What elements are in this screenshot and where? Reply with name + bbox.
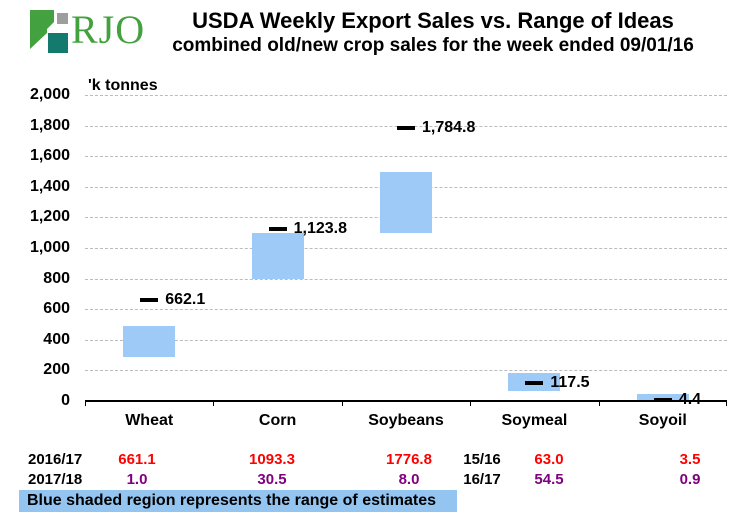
table-value-corn: 30.5 — [257, 471, 287, 488]
table-marketing-year-label: 15/16 — [463, 451, 501, 468]
value-label-soyoil: 4.4 — [679, 390, 701, 410]
y-axis-tick-label: 1,200 — [29, 208, 70, 226]
value-label-soymeal: 117.5 — [550, 374, 590, 391]
table-value-soybeans: 1776.8 — [386, 451, 432, 468]
range-bar-soybeans — [380, 171, 432, 233]
x-axis-line — [85, 400, 727, 402]
y-axis-tick-label: 0 — [61, 392, 70, 409]
category-label-soymeal: Soymeal — [501, 412, 568, 429]
range-bar-soyoil — [636, 394, 689, 401]
category-label-soybeans: Soybeans — [368, 412, 444, 429]
y-axis-tick-label: 2,000 — [29, 86, 70, 103]
actual-sales-marker-soybeans — [397, 125, 415, 130]
x-axis-tick — [341, 401, 343, 406]
table-value-soybeans: 8.0 — [398, 471, 420, 488]
gridline — [85, 309, 727, 311]
y-axis-tick-label: 800 — [43, 269, 70, 287]
rjo-logo-text: RJO — [71, 7, 146, 52]
y-axis-tick-label: 1,000 — [29, 239, 70, 256]
category-label-wheat: Wheat — [125, 412, 174, 429]
table-value-wheat: 661.1 — [118, 451, 156, 468]
table-marketing-year-label: 16/17 — [463, 471, 501, 488]
table-value-soymeal: 63.0 — [534, 451, 564, 468]
value-label-corn: 1,123.8 — [293, 220, 347, 238]
gridline — [85, 248, 727, 249]
rjo-logo-icon — [30, 10, 68, 53]
y-axis-tick-label: 1,600 — [29, 147, 70, 165]
range-bar-wheat — [123, 326, 176, 357]
y-axis-unit-label: 'k tonnes — [88, 77, 158, 94]
x-axis-tick — [470, 401, 472, 406]
x-axis-tick — [213, 401, 215, 406]
footnote-text: Blue shaded region represents the range … — [27, 492, 437, 509]
chart-title: USDA Weekly Export Sales vs. Range of Id… — [192, 8, 674, 33]
gridline — [85, 278, 727, 280]
y-axis-tick-label: 400 — [43, 330, 70, 348]
x-axis-tick — [598, 401, 600, 406]
actual-sales-marker-soymeal — [525, 381, 544, 385]
y-axis-tick-label: 200 — [43, 361, 70, 379]
footnote-highlighted: Blue shaded region represents the range … — [19, 490, 457, 512]
actual-sales-marker-wheat — [140, 297, 159, 302]
table-value-corn: 1093.3 — [249, 451, 295, 468]
value-label-wheat: 662.1 — [165, 290, 206, 308]
gridline — [85, 156, 727, 158]
table-value-soymeal: 54.5 — [534, 471, 564, 488]
value-label-soybeans: 1,784.8 — [422, 118, 476, 136]
chart-subtitle: combined old/new crop sales for the week… — [172, 35, 694, 56]
gridline — [85, 370, 727, 372]
x-axis-tick — [726, 401, 727, 406]
table-year-label: 2016/17 — [28, 451, 83, 468]
gridline — [85, 339, 727, 341]
category-label-soyoil: Soyoil — [638, 412, 687, 429]
x-axis-tick — [85, 401, 86, 406]
actual-sales-marker-corn — [268, 227, 287, 232]
y-axis-tick-label: 1,800 — [29, 116, 70, 134]
table-value-wheat: 1.0 — [126, 471, 148, 488]
gridline — [85, 95, 727, 96]
chart-header: USDA Weekly Export Sales vs. Range of Id… — [110, 8, 756, 58]
table-year-label: 2017/18 — [28, 471, 83, 488]
y-axis-tick-label: 1,400 — [29, 177, 70, 195]
y-axis-tick-label: 600 — [43, 300, 70, 318]
range-bar-corn — [251, 232, 304, 279]
table-value-soyoil: 3.5 — [679, 451, 701, 468]
category-label-corn: Corn — [258, 412, 297, 429]
rjo-logo: RJO — [29, 8, 145, 54]
table-value-soyoil: 0.9 — [679, 471, 701, 488]
table-row-actual-2017-18: 2017/18 1.0 30.5 8.0 16/17 54.5 0.9 — [0, 472, 756, 489]
table-row-actual-2016-17: 2016/17 661.1 1093.3 1776.8 15/16 63.0 3… — [0, 452, 756, 469]
